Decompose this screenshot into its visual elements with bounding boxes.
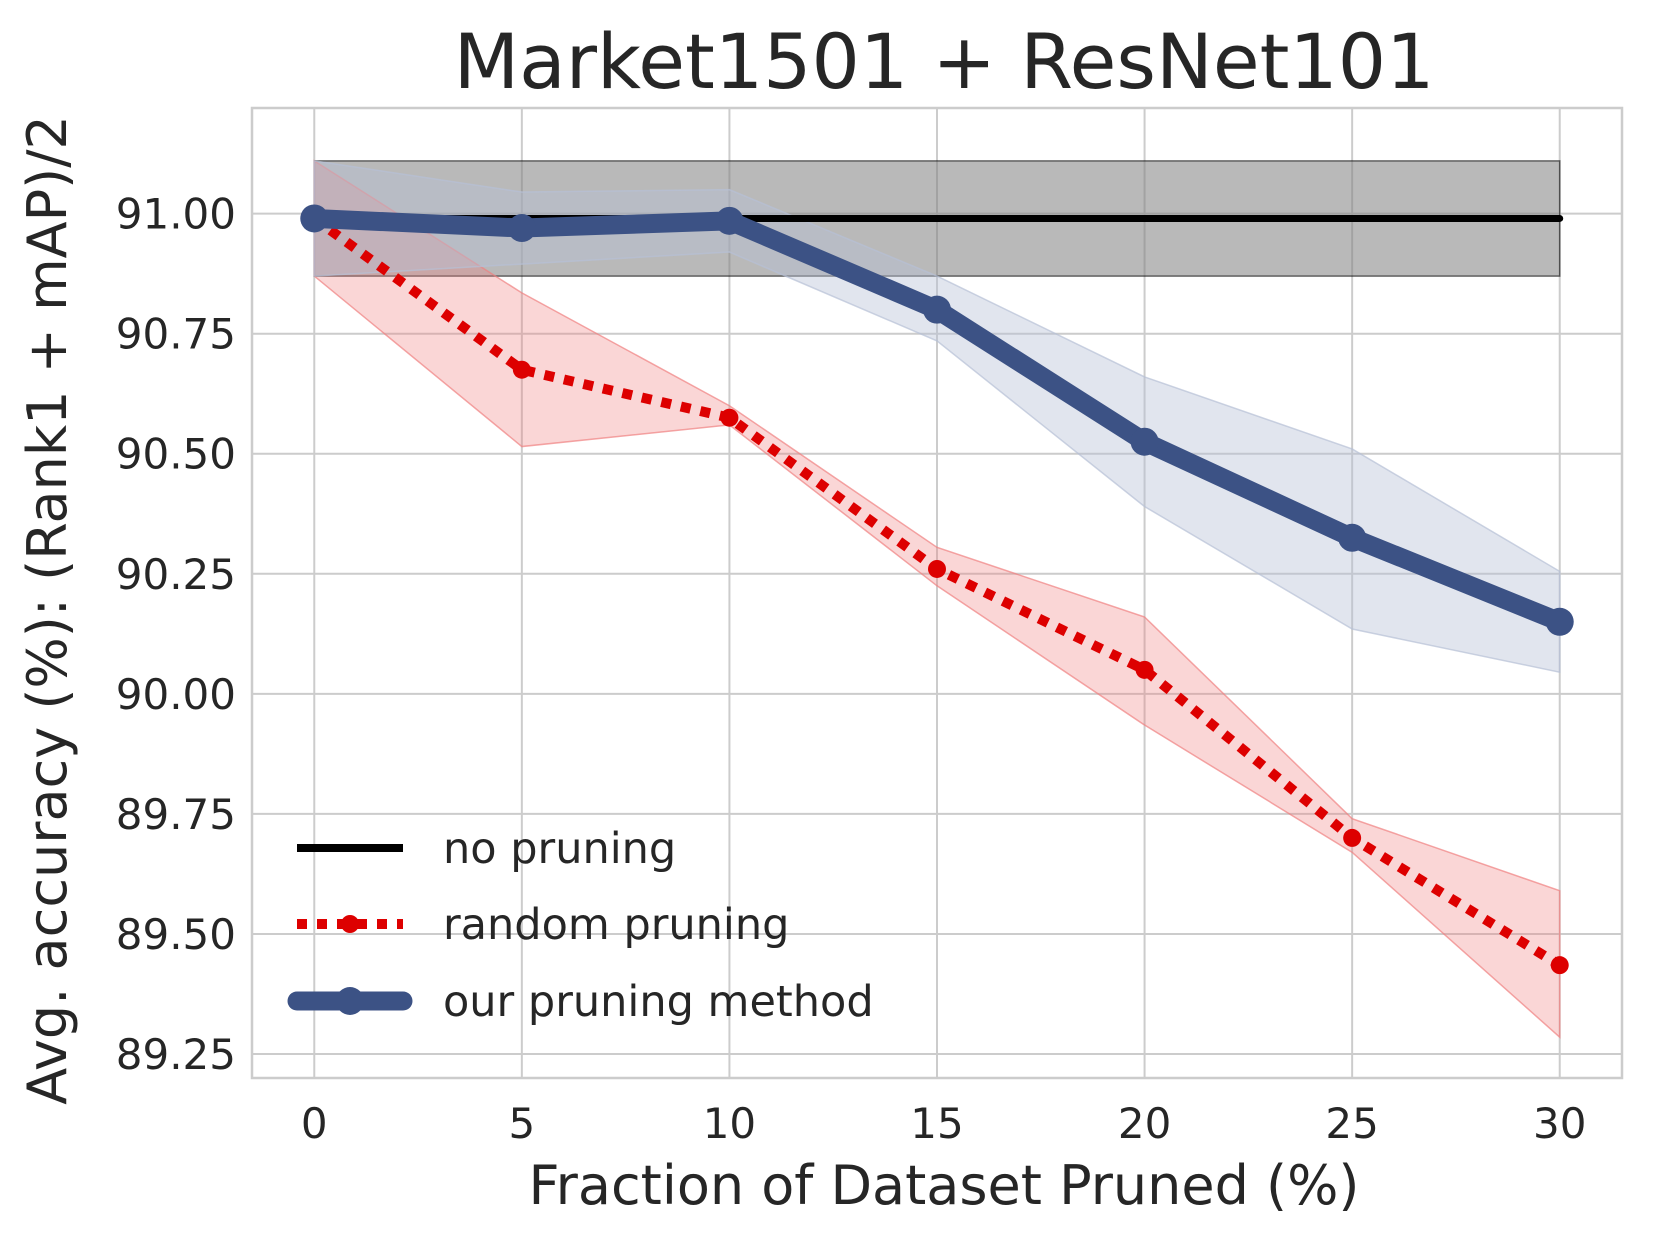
y-tick-label: 91.00 [116,190,236,239]
our-pruning-method-point [715,206,744,235]
series-lines [300,204,1574,975]
chart-title: Market1501 + ResNet101 [454,17,1435,106]
plot-frame [250,106,1624,1080]
x-tick-label: 0 [301,1099,328,1148]
random-pruning-point [512,360,531,379]
our-pruning-method-point [1545,607,1574,636]
y-tick-label: 89.25 [116,1030,236,1079]
y-tick-label: 90.50 [116,430,236,479]
our-pruning-method-point [507,214,536,243]
legend-label-random-pruning: random pruning [443,900,789,950]
legend-marker-random-pruning [341,915,359,933]
x-tick-label: 15 [910,1099,963,1148]
y-tick-labels: 89.25 89.50 89.75 90.00 90.25 90.50 90.75 91.00 [116,190,236,1079]
x-tick-labels: 0 5 10 15 20 25 30 [301,1099,1587,1148]
x-tick-label: 20 [1118,1099,1171,1148]
legend-label-our-pruning-method: our pruning method [443,977,874,1027]
random-pruning-point [1550,956,1569,975]
y-tick-label: 89.75 [116,790,236,839]
y-axis-label: Avg. accuracy (%): (Rank1 + mAP)/2 [16,115,79,1105]
y-tick-label: 89.50 [116,910,236,959]
x-tick-label: 25 [1325,1099,1378,1148]
our-pruning-method-point [300,204,329,233]
legend-label-no-pruning: no pruning [443,824,676,874]
legend: no pruning random pruning our pruning meth… [287,824,874,1027]
y-tick-label: 90.00 [116,670,236,719]
x-tick-label: 5 [508,1099,535,1148]
random-pruning-point [1343,828,1362,847]
random-pruning-point [1135,660,1154,679]
y-tick-label: 90.25 [116,550,236,599]
x-axis-label: Fraction of Dataset Pruned (%) [529,1154,1360,1217]
random-pruning-point [928,559,946,578]
our-pruning-method-point [1130,427,1159,456]
y-tick-label: 90.75 [116,310,236,359]
legend-marker-our-pruning-method [336,987,364,1015]
our-pruning-method-point [923,295,951,324]
our-pruning-method-point [1338,523,1367,552]
x-tick-label: 10 [703,1099,756,1148]
x-tick-label: 30 [1533,1099,1586,1148]
random-pruning-band [313,159,1561,1039]
random-pruning-point [720,408,739,427]
